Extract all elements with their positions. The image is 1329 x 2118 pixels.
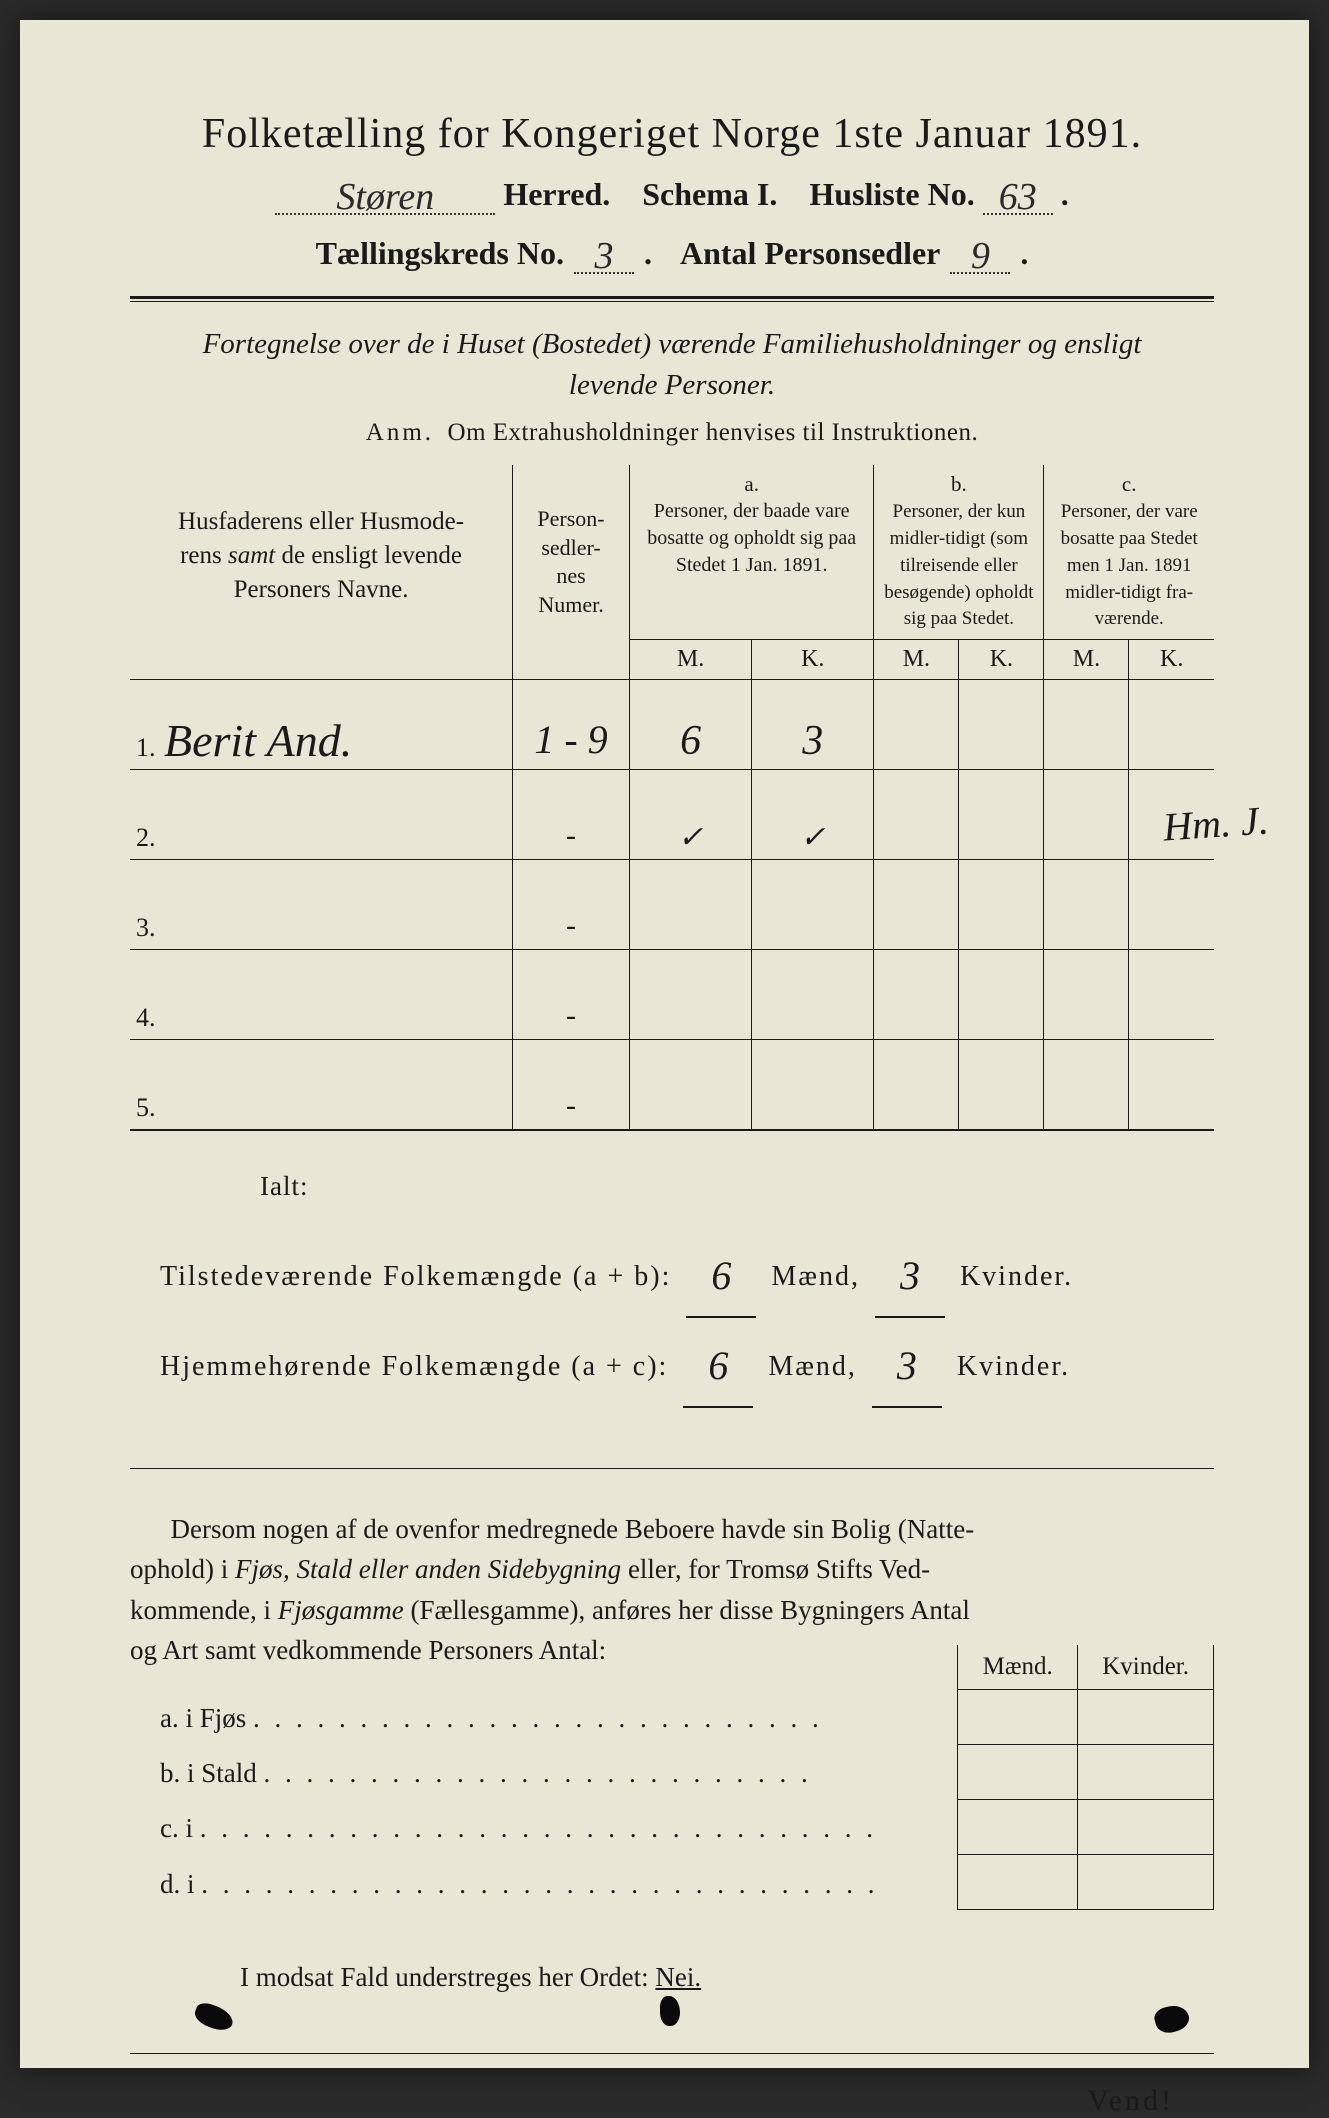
line-a: a. i Fjøs . . . . . . . . . . . . . . . … bbox=[160, 1691, 957, 1746]
val-a-m: ✓ bbox=[630, 820, 751, 855]
row-num: 5. bbox=[136, 1093, 156, 1123]
anm-note: Anm. Om Extrahusholdninger henvises til … bbox=[130, 419, 1214, 447]
row-num: 1. bbox=[136, 733, 156, 763]
totals-ab-label: Tilstedeværende Folkemængde (a + b): bbox=[160, 1261, 671, 1292]
table-row: 2. - ✓ ✓ bbox=[130, 770, 1214, 860]
modsat-line: I modsat Fald understreges her Ordet: Ne… bbox=[240, 1962, 1214, 1993]
herred-label: Herred. bbox=[503, 176, 610, 213]
mk2-k: Kvinder. bbox=[1078, 1645, 1214, 1690]
ink-blot bbox=[660, 1996, 680, 2026]
numer-hw: - bbox=[513, 909, 629, 943]
totals-line-ac: Hjemmehørende Folkemængde (a + c): 6 Mæn… bbox=[160, 1318, 1214, 1408]
numer-hw: 1 - 9 bbox=[513, 716, 629, 763]
col-c-k: K. bbox=[1129, 640, 1214, 680]
totals-line-ab: Tilstedeværende Folkemængde (a + b): 6 M… bbox=[160, 1228, 1214, 1318]
nei-underlined: Nei. bbox=[655, 1962, 701, 1992]
col-a-m: M. bbox=[629, 640, 751, 680]
col-a-k: K. bbox=[752, 640, 874, 680]
row-num: 2. bbox=[136, 823, 156, 853]
totals-ac-label: Hjemmehørende Folkemængde (a + c): bbox=[160, 1351, 668, 1382]
col-numer-header: Person-sedler-nesNumer. bbox=[513, 465, 630, 680]
totals-ac-m: 6 bbox=[708, 1343, 728, 1388]
anm-text: Om Extrahusholdninger henvises til Instr… bbox=[448, 419, 979, 446]
page-title: Folketælling for Kongeriget Norge 1ste J… bbox=[130, 110, 1214, 158]
mk2-m: Mænd. bbox=[958, 1645, 1078, 1690]
name-hw: Berit And. bbox=[164, 714, 352, 767]
col-b-k: K. bbox=[959, 640, 1044, 680]
husliste-label: Husliste No. bbox=[809, 176, 974, 213]
kvinder-label2: Kvinder. bbox=[957, 1351, 1070, 1382]
kreds-no-handwritten: 3 bbox=[594, 235, 613, 277]
table-body: 1. Berit And. 1 - 9 6 3 2. - ✓ ✓ 3. - bbox=[130, 680, 1214, 1130]
col-b-text: Personer, der kun midler-tidigt (som til… bbox=[884, 501, 1033, 629]
herred-handwritten: Støren bbox=[336, 176, 434, 218]
divider bbox=[130, 1468, 1214, 1469]
mk-subtable: Mænd.Kvinder. bbox=[957, 1645, 1214, 1910]
numer-hw: - bbox=[513, 1089, 629, 1123]
col-c-label: c. bbox=[1122, 472, 1137, 496]
household-table: Husfaderens eller Husmode-rens samt de e… bbox=[130, 465, 1214, 1131]
numer-hw: - bbox=[513, 999, 629, 1033]
form-subtitle: Fortegnelse over de i Huset (Bostedet) v… bbox=[130, 324, 1214, 405]
maend-label2: Mænd, bbox=[768, 1351, 857, 1382]
val-a-m: 6 bbox=[630, 717, 751, 765]
ink-blot bbox=[1152, 2002, 1192, 2036]
totals-ab-m: 6 bbox=[711, 1253, 731, 1298]
totals-ac-k: 3 bbox=[897, 1343, 917, 1388]
table-row: 5. - bbox=[130, 1040, 1214, 1130]
numer-hw: - bbox=[513, 819, 629, 853]
header-line-kreds: Tællingskreds No. 3 . Antal Personsedler… bbox=[130, 235, 1214, 274]
col-c-header: c. Personer, der vare bosatte paa Stedet… bbox=[1044, 465, 1214, 640]
col-b-label: b. bbox=[951, 472, 967, 496]
antal-handwritten: 9 bbox=[971, 235, 990, 277]
vend-label: Vend! bbox=[130, 2084, 1174, 2118]
line-d: d. i . . . . . . . . . . . . . . . . . .… bbox=[160, 1857, 957, 1912]
modsat-text: I modsat Fald understreges her Ordet: bbox=[240, 1962, 649, 1992]
margin-handwriting: Hm. J. bbox=[1162, 796, 1271, 850]
kvinder-label: Kvinder. bbox=[960, 1261, 1073, 1292]
col-a-text: Personer, der baade vare bosatte og opho… bbox=[647, 500, 856, 576]
building-lines: a. i Fjøs . . . . . . . . . . . . . . . … bbox=[160, 1691, 957, 1912]
row-num: 4. bbox=[136, 1003, 156, 1033]
ink-blot bbox=[192, 2000, 236, 2034]
val-a-k: ✓ bbox=[752, 820, 873, 855]
col-a-header: a. Personer, der baade vare bosatte og o… bbox=[629, 465, 873, 640]
maend-label: Mænd, bbox=[771, 1261, 860, 1292]
ialt-label: Ialt: bbox=[260, 1171, 1214, 1202]
subtitle-line1: Fortegnelse over de i Huset (Bostedet) v… bbox=[203, 328, 1142, 360]
table-row: 3. - bbox=[130, 860, 1214, 950]
anm-prefix: Anm. bbox=[366, 419, 434, 446]
col-b-m: M. bbox=[874, 640, 959, 680]
totals-block: Tilstedeværende Folkemængde (a + b): 6 M… bbox=[160, 1228, 1214, 1408]
building-section: a. i Fjøs . . . . . . . . . . . . . . . … bbox=[130, 1691, 1214, 1912]
col-names-header: Husfaderens eller Husmode-rens samt de e… bbox=[130, 465, 513, 680]
rule-thick bbox=[130, 296, 1214, 299]
table-row: 4. - bbox=[130, 950, 1214, 1040]
rule-thin bbox=[130, 301, 1214, 302]
header-line-herred: Støren Herred. Schema I. Husliste No. 63… bbox=[130, 176, 1214, 215]
husliste-no-handwritten: 63 bbox=[999, 176, 1037, 218]
col-c-m: M. bbox=[1044, 640, 1129, 680]
line-c: c. i . . . . . . . . . . . . . . . . . .… bbox=[160, 1801, 957, 1856]
val-a-k: 3 bbox=[752, 717, 873, 765]
col-b-header: b. Personer, der kun midler-tidigt (som … bbox=[874, 465, 1044, 640]
divider-bottom bbox=[130, 2053, 1214, 2054]
subtitle-line2: levende Personer. bbox=[569, 369, 775, 401]
kreds-label: Tællingskreds No. bbox=[316, 235, 564, 272]
line-b: b. i Stald . . . . . . . . . . . . . . .… bbox=[160, 1746, 957, 1801]
col-a-label: a. bbox=[744, 472, 759, 496]
census-form-page: Folketælling for Kongeriget Norge 1ste J… bbox=[20, 20, 1309, 2068]
col-c-text: Personer, der vare bosatte paa Stedet me… bbox=[1061, 501, 1198, 629]
table-row: 1. Berit And. 1 - 9 6 3 bbox=[130, 680, 1214, 770]
schema-label: Schema I. bbox=[642, 176, 777, 213]
row-num: 3. bbox=[136, 913, 156, 943]
antal-label: Antal Personsedler bbox=[680, 235, 940, 272]
totals-ab-k: 3 bbox=[900, 1253, 920, 1298]
